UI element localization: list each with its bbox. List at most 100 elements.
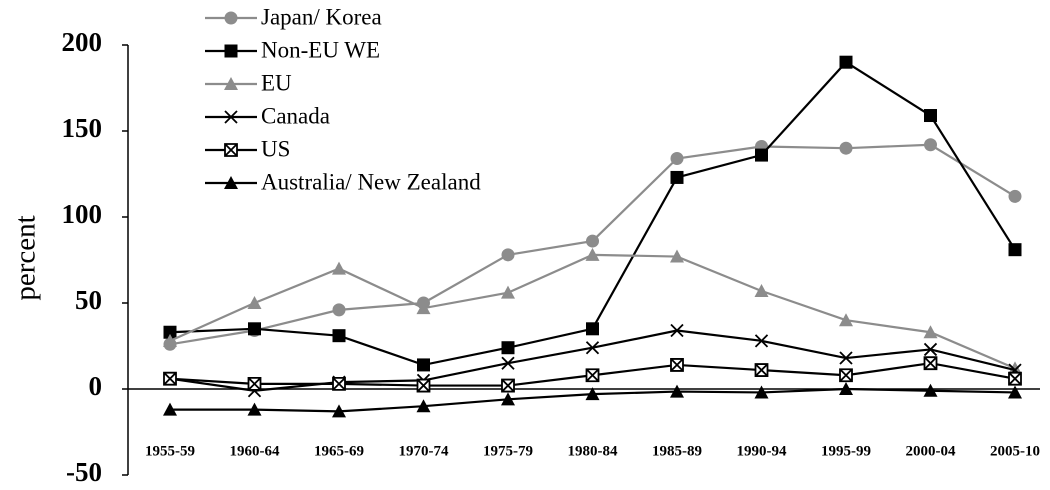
x-tick-label: 1980-84 <box>568 443 618 459</box>
marker <box>332 376 346 391</box>
marker <box>163 402 177 416</box>
series <box>163 55 1022 372</box>
marker <box>923 342 938 357</box>
marker <box>754 283 769 297</box>
x-tick-label: 1970-74 <box>399 443 449 459</box>
marker <box>585 387 600 401</box>
marker <box>586 322 599 336</box>
legend-entry: EU <box>205 70 292 95</box>
x-tick-label: 2005-10 <box>990 443 1040 459</box>
marker <box>924 138 937 152</box>
marker <box>754 363 769 377</box>
marker <box>224 110 238 124</box>
marker <box>924 109 937 123</box>
marker <box>670 384 684 398</box>
y-tick-label: 0 <box>89 371 103 401</box>
marker <box>923 383 938 397</box>
marker <box>416 301 431 315</box>
x-tick-label: 1955-59 <box>145 443 195 459</box>
marker <box>670 358 684 372</box>
marker <box>501 356 515 370</box>
x-tick-label: 1985-89 <box>652 443 702 459</box>
legend-entry: Australia/ New Zealand <box>205 169 481 194</box>
legend-entry: Non-EU WE <box>205 37 380 62</box>
marker <box>1008 189 1022 203</box>
series <box>163 247 1022 375</box>
x-tick-label: 1995-99 <box>821 443 871 459</box>
marker <box>670 170 684 184</box>
marker <box>501 392 515 406</box>
marker <box>670 323 684 338</box>
marker <box>416 378 431 393</box>
series <box>163 356 1022 393</box>
marker <box>755 148 768 162</box>
y-tick-label: 100 <box>62 199 103 229</box>
marker <box>332 261 346 275</box>
legend-label: US <box>261 136 290 161</box>
line <box>169 253 1016 370</box>
marker <box>417 358 430 372</box>
marker <box>416 399 431 413</box>
marker <box>247 376 262 391</box>
legend-label: Canada <box>261 103 330 128</box>
marker <box>332 404 346 418</box>
marker <box>754 334 769 348</box>
y-tick-label: 50 <box>75 285 102 315</box>
marker <box>247 402 262 416</box>
y-tick-label: 200 <box>62 27 103 57</box>
marker <box>585 341 600 355</box>
marker <box>501 248 515 262</box>
legend-label: Non-EU WE <box>261 37 380 62</box>
marker <box>501 341 515 355</box>
marker <box>839 141 853 155</box>
marker <box>248 322 261 336</box>
marker <box>224 143 238 157</box>
legend-label: Japan/ Korea <box>261 4 382 29</box>
marker <box>163 371 177 386</box>
marker <box>923 325 938 339</box>
legend-entry: Japan/ Korea <box>205 4 382 29</box>
marker <box>670 249 684 263</box>
marker <box>224 176 238 189</box>
marker <box>839 382 853 395</box>
marker <box>224 44 238 58</box>
marker <box>1008 385 1022 399</box>
marker <box>839 351 853 365</box>
marker <box>224 77 238 90</box>
series <box>163 382 1022 418</box>
marker <box>839 55 853 69</box>
marker <box>839 313 853 327</box>
x-tick-label: 2000-04 <box>906 443 956 459</box>
series <box>163 323 1022 398</box>
marker <box>585 368 600 383</box>
marker <box>585 247 600 261</box>
marker <box>923 356 938 371</box>
marker <box>247 296 262 309</box>
marker <box>754 385 769 399</box>
x-tick-label: 1965-69 <box>314 443 364 459</box>
marker <box>839 368 853 383</box>
x-tick-label: 1990-94 <box>737 443 787 459</box>
x-tick-label: 1975-79 <box>483 443 533 459</box>
marker <box>586 234 599 248</box>
legend-entry: Canada <box>205 103 330 128</box>
marker <box>163 333 177 347</box>
marker <box>501 285 515 299</box>
y-tick-label: -50 <box>66 457 102 487</box>
legend-label: EU <box>261 70 292 95</box>
marker <box>332 303 346 317</box>
marker <box>224 11 238 25</box>
legend-entry: US <box>205 136 290 161</box>
marker <box>1008 243 1022 257</box>
marker <box>1008 371 1022 386</box>
marker <box>163 325 177 339</box>
marker <box>1008 361 1022 375</box>
marker <box>670 152 684 166</box>
legend-label: Australia/ New Zealand <box>261 169 481 194</box>
x-tick-label: 1960-64 <box>230 443 280 459</box>
y-tick-label: 150 <box>62 113 103 143</box>
marker <box>501 378 515 393</box>
y-axis-label: percent <box>10 215 42 300</box>
marker <box>332 329 346 343</box>
